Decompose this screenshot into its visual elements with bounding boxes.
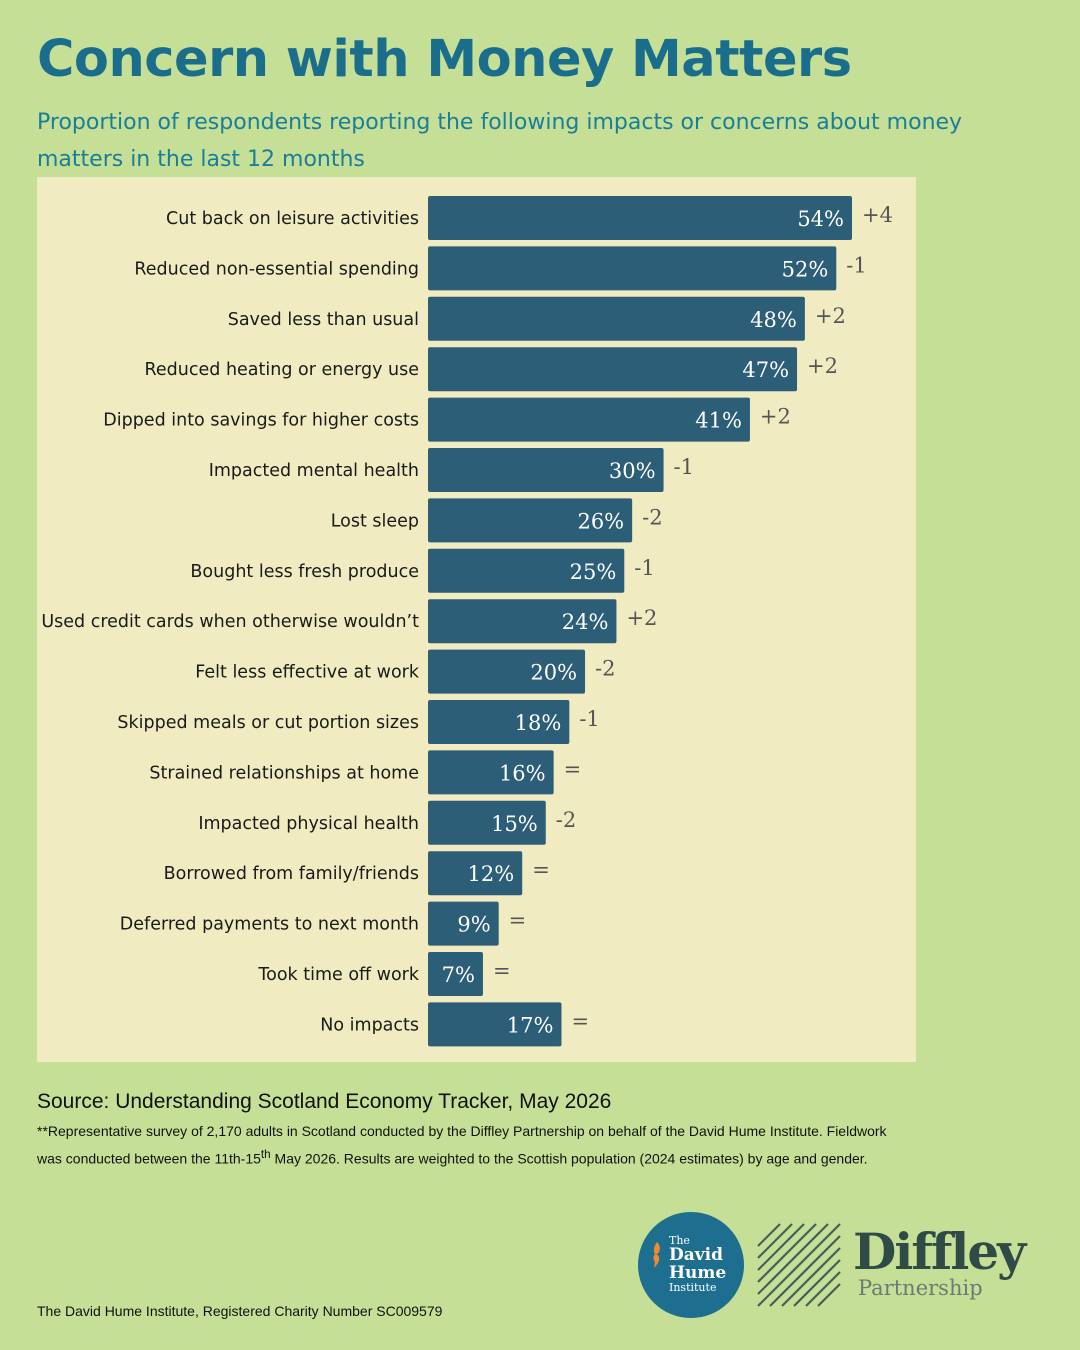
bar (428, 649, 586, 694)
bar (428, 599, 617, 644)
charity-number: The David Hume Institute, Registered Cha… (37, 1303, 443, 1319)
category-label: No impacts (320, 1015, 419, 1035)
value-label: 24% (562, 610, 609, 634)
bar (428, 196, 852, 240)
change-label: = (509, 909, 527, 933)
category-label: Dipped into savings for higher costs (103, 411, 419, 431)
diffley-logo-name: Diffley (853, 1222, 1026, 1281)
change-label: +2 (807, 354, 838, 378)
change-label: -2 (595, 657, 615, 681)
bar (428, 700, 570, 744)
bar (428, 498, 633, 543)
category-label: Reduced heating or energy use (145, 360, 419, 380)
change-label: +2 (626, 606, 657, 630)
category-label: Skipped meals or cut portion sizes (117, 713, 419, 733)
bar (428, 851, 523, 896)
category-label: Strained relationships at home (149, 763, 419, 783)
change-label: -2 (556, 808, 576, 832)
bar (428, 901, 499, 946)
value-label: 30% (609, 459, 656, 483)
category-label: Cut back on leisure activities (166, 209, 419, 229)
value-label: 41% (695, 409, 742, 433)
category-label: Reduced non-essential spending (134, 259, 419, 279)
value-label: 16% (499, 761, 546, 785)
category-label: Felt less effective at work (195, 663, 420, 683)
category-label: Impacted physical health (198, 814, 419, 834)
change-label: +4 (862, 203, 893, 227)
dhi-logo-institute: Institute (669, 1281, 717, 1294)
bar (428, 1002, 562, 1047)
bar (428, 246, 837, 291)
bar (428, 548, 625, 593)
dhi-logo-name: David Hume (669, 1246, 726, 1282)
value-label: 20% (530, 661, 577, 685)
change-label: -1 (634, 556, 654, 580)
category-label: Lost sleep (331, 511, 419, 531)
value-label: 7% (442, 963, 475, 987)
chart-panel: Cut back on leisure activities 54% +4 Reduc… (37, 177, 916, 1062)
change-label: +2 (815, 304, 846, 328)
dhi-logo-name-2: Hume (669, 1263, 727, 1283)
value-label: 48% (750, 308, 797, 332)
bar (428, 448, 664, 492)
note-superscript: th (260, 1148, 271, 1161)
value-label: 9% (457, 913, 490, 937)
methodology-note: **Representative survey of 2,170 adults … (37, 1120, 897, 1171)
value-label: 15% (491, 812, 538, 836)
note-text-1: **Representative survey of 2,170 adults … (37, 1123, 887, 1167)
value-label: 52% (782, 257, 829, 281)
change-label: -1 (579, 707, 599, 731)
value-label: 54% (797, 207, 844, 231)
diffley-stripes-icon (757, 1223, 841, 1307)
change-label: +2 (760, 405, 791, 429)
note-text-2: May 2026. Results are weighted to the Sc… (270, 1150, 868, 1167)
bar (428, 952, 483, 996)
bar (428, 397, 750, 442)
category-label: Impacted mental health (209, 461, 419, 481)
change-label: = (564, 757, 582, 781)
bar-chart: Cut back on leisure activities 54% +4 Reduc… (41, 196, 893, 1047)
diffley-logo-subtitle: Partnership (858, 1276, 983, 1300)
bar (428, 750, 554, 795)
value-label: 47% (742, 358, 789, 382)
category-label: Took time off work (257, 965, 419, 985)
source-text: Source: Understanding Scotland Economy T… (37, 1090, 612, 1113)
category-label: Bought less fresh produce (190, 562, 419, 582)
change-label: = (493, 959, 511, 983)
category-label: Saved less than usual (228, 310, 419, 330)
chart-title: Concern with Money Matters (37, 30, 852, 89)
value-label: 17% (507, 1013, 554, 1037)
dhi-logo-the: The (669, 1234, 690, 1247)
david-hume-institute-logo: The David Hume Institute (638, 1212, 744, 1318)
quote-mark-icon (653, 1242, 660, 1268)
value-label: 26% (577, 509, 624, 533)
bar (428, 347, 798, 392)
change-label: -1 (846, 253, 866, 277)
bar (428, 800, 546, 845)
value-label: 12% (468, 862, 515, 886)
change-label: = (571, 1009, 589, 1033)
category-label: Deferred payments to next month (120, 915, 419, 935)
change-label: -2 (642, 505, 662, 529)
chart-subtitle: Proportion of respondents reporting the … (37, 110, 963, 172)
category-label: Used credit cards when otherwise wouldn’… (41, 612, 419, 632)
bar (428, 296, 805, 341)
category-label: Borrowed from family/friends (164, 864, 419, 884)
dhi-logo-name-1: David (669, 1245, 723, 1265)
change-label: = (532, 858, 550, 882)
value-label: 18% (515, 711, 562, 735)
change-label: -1 (674, 455, 694, 479)
value-label: 25% (570, 560, 617, 584)
